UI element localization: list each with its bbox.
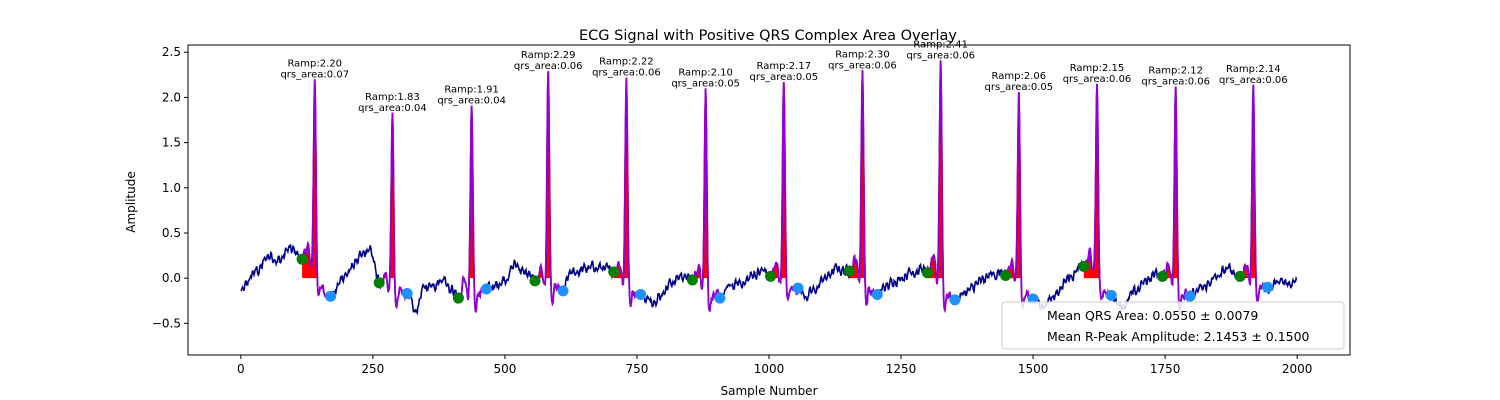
beat-qrs-area-label: qrs_area:0.06	[906, 50, 975, 61]
qrs-offset-marker	[1262, 281, 1274, 293]
beat-qrs-area-label: qrs_area:0.06	[828, 60, 897, 71]
qrs-offset-marker	[1184, 290, 1196, 302]
beat-qrs-area-label: qrs_area:0.06	[514, 61, 583, 72]
beat-qrs-area-label: qrs_area:0.04	[358, 103, 427, 114]
chart-title: ECG Signal with Positive QRS Complex Are…	[579, 28, 957, 44]
qrs-onset-marker	[1000, 269, 1012, 281]
qrs-offset-marker	[325, 290, 337, 302]
y-tick-label: 0.0	[162, 271, 181, 285]
beat-amplitude-label: Ramp:2.17	[756, 61, 811, 72]
legend-box	[1001, 301, 1345, 350]
qrs-offset-marker	[1105, 289, 1117, 301]
x-tick-label: 1750	[1150, 362, 1181, 376]
y-tick-label: −0.5	[152, 316, 181, 330]
qrs-onset-marker	[373, 277, 385, 289]
beat-amplitude-label: Ramp:2.06	[992, 71, 1047, 82]
beat-amplitude-label: Ramp:2.10	[678, 67, 733, 78]
qrs-segment-9	[926, 60, 956, 314]
qrs-onset-marker	[843, 265, 855, 277]
beat-qrs-area-label: qrs_area:0.04	[437, 96, 506, 107]
qrs-offset-marker	[635, 288, 647, 300]
beat-amplitude-label: Ramp:2.12	[1148, 66, 1203, 77]
beat-qrs-area-label: qrs_area:0.06	[1219, 75, 1288, 86]
qrs-offset-marker	[871, 288, 883, 300]
beat-qrs-area-label: qrs_area:0.05	[985, 82, 1054, 93]
beat-amplitude-label: Ramp:2.14	[1226, 64, 1281, 75]
qrs-onset-marker	[765, 270, 777, 282]
beat-amplitude-label: Ramp:1.91	[444, 85, 499, 96]
y-tick-label: 2.5	[162, 45, 181, 59]
x-tick-label: 500	[493, 362, 516, 376]
qrs-onset-marker	[921, 267, 933, 279]
x-tick-label: 250	[361, 362, 384, 376]
y-tick-label: 1.0	[162, 181, 181, 195]
beat-qrs-area-label: qrs_area:0.07	[280, 69, 349, 80]
y-tick-label: 1.5	[162, 136, 181, 150]
qrs-onset-marker	[686, 274, 698, 286]
qrs-offset-marker	[792, 282, 804, 294]
qrs-onset-marker	[1156, 270, 1168, 282]
qrs-markers	[296, 253, 1274, 306]
y-tick-label: 2.0	[162, 90, 181, 104]
qrs-segment-8	[848, 70, 879, 306]
beat-qrs-area-label: qrs_area:0.05	[749, 72, 818, 83]
legend-entry-r-peak-amplitude: Mean R-Peak Amplitude: 2.1453 ± 0.1500	[1047, 329, 1310, 344]
legend-entry-qrs-area: Mean QRS Area: 0.0550 ± 0.0079	[1047, 308, 1258, 323]
qrs-offset-marker	[480, 283, 492, 295]
y-axis-title: Amplitude	[124, 171, 138, 233]
x-tick-label: 1250	[886, 362, 917, 376]
plot-area: Ramp:2.20qrs_area:0.07Ramp:1.83qrs_area:…	[187, 39, 1351, 356]
qrs-onset-marker	[608, 266, 620, 278]
beat-labels: Ramp:2.20qrs_area:0.07Ramp:1.83qrs_area:…	[280, 39, 1287, 113]
beat-qrs-area-label: qrs_area:0.06	[1141, 77, 1210, 88]
x-tick-label: 2000	[1282, 362, 1313, 376]
x-tick-label: 0	[237, 362, 245, 376]
x-tick-label: 750	[626, 362, 649, 376]
qrs-onset-marker	[529, 275, 541, 287]
beat-qrs-area-label: qrs_area:0.05	[671, 78, 740, 89]
qrs-onset-marker	[1078, 260, 1090, 272]
y-axis: −0.5 0.0 0.5 1.0 1.5 2.0 2.5	[152, 45, 188, 330]
beat-amplitude-label: Ramp:2.15	[1070, 63, 1125, 74]
x-tick-label: 1500	[1018, 362, 1049, 376]
qrs-segment-4	[534, 71, 564, 307]
qrs-onset-marker	[452, 292, 464, 304]
qrs-segment-12	[1161, 86, 1191, 314]
qrs-onset-marker	[1234, 270, 1246, 282]
beat-amplitude-label: Ramp:2.20	[287, 58, 342, 69]
qrs-offset-marker	[949, 294, 961, 306]
y-tick-label: 0.5	[162, 226, 181, 240]
beat-amplitude-label: Ramp:2.22	[599, 57, 654, 68]
beat-amplitude-label: Ramp:2.30	[835, 49, 890, 60]
qrs-onset-marker	[296, 253, 308, 265]
legend: Mean QRS Area: 0.0550 ± 0.0079 Mean R-Pe…	[1001, 301, 1345, 350]
beat-qrs-area-label: qrs_area:0.06	[1063, 74, 1132, 85]
beat-amplitude-label: Ramp:1.83	[365, 92, 420, 103]
qrs-offset-marker	[557, 285, 569, 297]
beat-amplitude-label: Ramp:2.29	[521, 50, 576, 61]
qrs-offset-marker	[714, 292, 726, 304]
beat-qrs-area-label: qrs_area:0.06	[592, 68, 661, 79]
qrs-offset-marker	[401, 288, 413, 300]
x-axis-title: Sample Number	[720, 384, 817, 398]
x-axis: 0 250 500 750 1000 1250 1500 1750 2000	[237, 355, 1312, 376]
x-tick-label: 1000	[754, 362, 785, 376]
